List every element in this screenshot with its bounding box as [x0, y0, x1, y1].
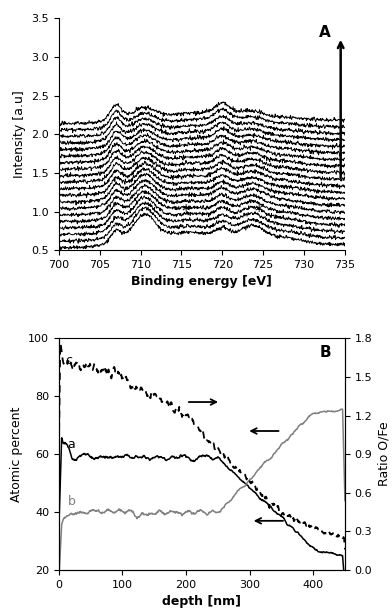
Text: *: * — [181, 203, 190, 221]
Text: a: a — [68, 438, 75, 451]
Text: b: b — [68, 495, 76, 508]
Y-axis label: Ratio O/Fe: Ratio O/Fe — [378, 422, 391, 487]
Text: A: A — [319, 25, 331, 40]
Y-axis label: Intensity [a.u]: Intensity [a.u] — [13, 91, 26, 178]
Text: B: B — [319, 345, 331, 360]
Text: c: c — [65, 354, 72, 367]
X-axis label: Binding energy [eV]: Binding energy [eV] — [131, 275, 272, 289]
X-axis label: depth [nm]: depth [nm] — [162, 595, 241, 608]
Text: *: * — [255, 203, 263, 221]
Y-axis label: Atomic percent: Atomic percent — [9, 406, 22, 502]
